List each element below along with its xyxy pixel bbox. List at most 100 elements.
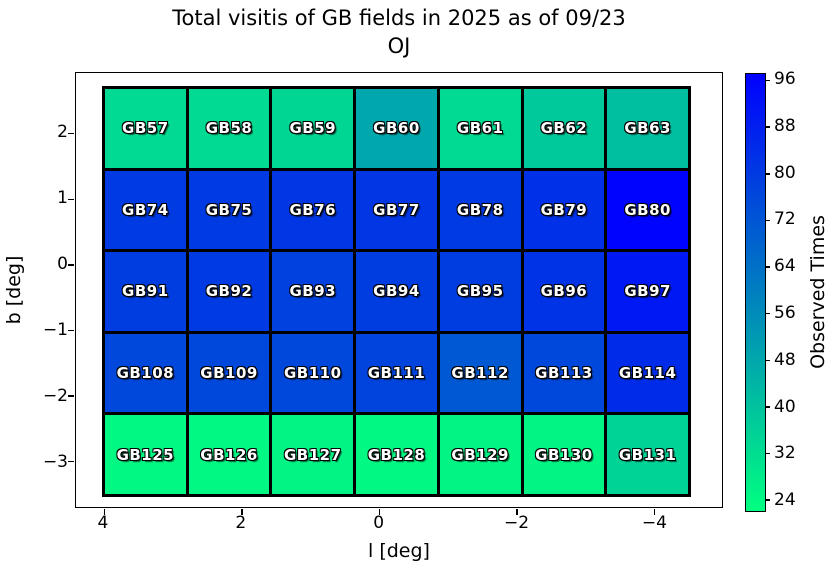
heatmap-cell-GB62: GB62 (523, 89, 605, 168)
y-tick-label: 2 (57, 122, 68, 143)
x-axis-label: l [deg] (368, 540, 430, 562)
heatmap-cell-GB61: GB61 (439, 89, 521, 168)
heatmap-cell-label: GB111 (367, 364, 426, 383)
heatmap-cell-label: GB128 (367, 445, 426, 464)
colorbar-tick-mark (766, 406, 770, 408)
colorbar-tick-mark (766, 219, 770, 222)
colorbar-tick-label: 56 (774, 302, 796, 323)
colorbar-tick-mark (766, 126, 770, 128)
x-tick-label: 2 (235, 513, 247, 533)
heatmap-cell-GB111: GB111 (356, 333, 437, 413)
colorbar-tick-label: 64 (774, 256, 796, 277)
heatmap-cell-GB110: GB110 (272, 333, 354, 413)
heatmap-cell-GB63: GB63 (607, 89, 688, 168)
heatmap-cell-label: GB96 (540, 282, 588, 301)
heatmap-cell-GB79: GB79 (523, 170, 605, 250)
heatmap-cell-GB108: GB108 (105, 333, 186, 413)
colorbar-tick-label: 24 (774, 490, 796, 511)
heatmap-cell-label: GB62 (540, 119, 588, 138)
heatmap-cell-label: GB79 (540, 200, 588, 219)
x-tick-mark (653, 509, 656, 515)
heatmap-cell-label: GB110 (284, 364, 342, 383)
heatmap-cell-GB127: GB127 (272, 415, 354, 494)
heatmap-cell-GB80: GB80 (607, 170, 688, 250)
heatmap-cell-label: GB131 (618, 445, 677, 464)
y-tick-label: 0 (57, 254, 68, 274)
heatmap-cell-GB113: GB113 (523, 333, 605, 413)
colorbar-tick-mark (766, 359, 770, 361)
y-tick-label: −2 (42, 385, 68, 406)
y-tick-mark (68, 329, 74, 332)
colorbar-tick-mark (766, 173, 770, 175)
heatmap-cell-label: GB95 (456, 282, 504, 301)
heatmap-cell-label: GB108 (116, 364, 175, 383)
heatmap-cell-GB58: GB58 (188, 89, 270, 168)
heatmap-cell-GB129: GB129 (439, 415, 521, 494)
heatmap-cell-GB114: GB114 (607, 333, 688, 413)
heatmap-cell-GB109: GB109 (188, 333, 270, 413)
heatmap-cell-GB60: GB60 (356, 89, 437, 168)
heatmap-cell-label: GB57 (122, 119, 169, 138)
colorbar (745, 73, 770, 512)
heatmap-cell-GB93: GB93 (272, 252, 354, 331)
colorbar-tick-mark (766, 452, 770, 455)
heatmap-cell-label: GB113 (535, 364, 593, 383)
heatmap-cell-label: GB125 (116, 445, 175, 464)
colorbar-tick-label: 96 (774, 68, 796, 89)
x-tick-label: 0 (373, 513, 385, 533)
colorbar-tick-label: 40 (774, 396, 796, 417)
heatmap-cell-GB95: GB95 (439, 252, 521, 331)
colorbar-tick-mark (766, 312, 770, 315)
heatmap-cell-GB126: GB126 (188, 415, 270, 494)
heatmap-cell-GB77: GB77 (356, 170, 437, 250)
heatmap-cell-GB128: GB128 (356, 415, 437, 494)
heatmap-cell-GB91: GB91 (105, 252, 186, 331)
heatmap-cell-label: GB130 (535, 445, 593, 464)
heatmap-cell-label: GB75 (205, 200, 253, 219)
heatmap-cell-label: GB61 (456, 119, 504, 138)
heatmap-cell-GB125: GB125 (105, 415, 186, 494)
heatmap-cell-label: GB59 (289, 119, 337, 138)
heatmap-cell-GB131: GB131 (607, 415, 688, 494)
x-tick-mark (516, 509, 518, 515)
heatmap-grid: GB57 GB58 GB59 GB60 GB61 GB62 GB63 GB74 GB75 GB76… (102, 86, 691, 497)
y-tick-mark (68, 395, 74, 397)
heatmap-cell-label: GB78 (456, 200, 504, 219)
heatmap-cell-label: GB114 (618, 364, 677, 383)
heatmap-cell-label: GB93 (289, 282, 337, 301)
colorbar-tick-label: 88 (774, 115, 796, 136)
heatmap-cell-GB92: GB92 (188, 252, 270, 331)
x-tick-mark (103, 509, 106, 515)
plot-area: GB57 GB58 GB59 GB60 GB61 GB62 GB63 GB74 GB75 GB76… (68, 72, 723, 515)
x-tick-label: 4 (97, 513, 109, 533)
heatmap-cell-label: GB80 (624, 200, 671, 219)
heatmap-cell-GB96: GB96 (523, 252, 605, 331)
y-tick-label: 1 (57, 188, 68, 209)
heatmap-cell-GB97: GB97 (607, 252, 688, 331)
colorbar-tick-mark (766, 266, 770, 268)
colorbar-label: Observed Times (807, 215, 829, 369)
heatmap-cell-GB74: GB74 (105, 170, 186, 250)
heatmap-cell-label: GB91 (122, 282, 169, 301)
heatmap-cell-label: GB58 (205, 119, 253, 138)
heatmap-cell-label: GB60 (373, 119, 420, 138)
y-tick-mark (68, 132, 74, 135)
heatmap-cell-label: GB127 (284, 445, 342, 464)
heatmap-cell-GB75: GB75 (188, 170, 270, 250)
heatmap-cell-label: GB97 (624, 282, 671, 301)
chart-subtitle: OJ (387, 34, 411, 58)
colorbar-tick-mark (766, 79, 770, 82)
x-tick-label: −2 (504, 513, 530, 533)
heatmap-cell-label: GB109 (200, 364, 258, 383)
heatmap-cell-GB112: GB112 (439, 333, 521, 413)
colorbar-tick-label: 72 (774, 209, 796, 230)
heatmap-cell-label: GB94 (373, 282, 420, 301)
colorbar-tick-mark (766, 499, 770, 501)
heatmap-cell-label: GB92 (205, 282, 253, 301)
heatmap-cell-GB59: GB59 (272, 89, 354, 168)
heatmap-cell-GB78: GB78 (439, 170, 521, 250)
y-axis-label: b [deg] (3, 255, 25, 325)
y-tick-mark (68, 264, 74, 266)
heatmap-cell-GB57: GB57 (105, 89, 186, 168)
heatmap-cell-label: GB129 (451, 445, 509, 464)
